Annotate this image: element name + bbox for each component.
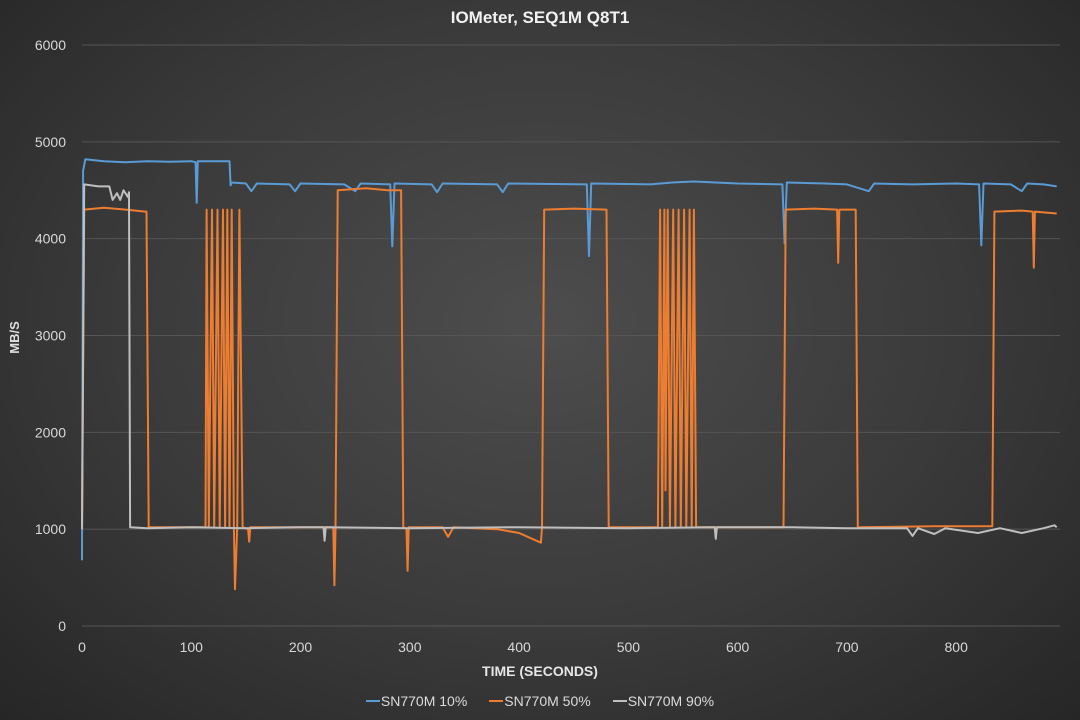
x-axis-label: TIME (SECONDS) <box>482 663 598 679</box>
y-tick-label: 4000 <box>35 231 66 247</box>
y-tick-label: 6000 <box>35 37 66 53</box>
y-tick-label: 5000 <box>35 134 66 150</box>
legend-item-50: SN770M 50% <box>489 693 591 709</box>
y-tick-label: 1000 <box>35 521 66 537</box>
x-tick-label: 600 <box>726 639 750 655</box>
legend-label: SN770M 50% <box>504 693 591 709</box>
legend-swatch <box>365 700 380 702</box>
series-line-0 <box>81 158 1057 561</box>
y-tick-label: 3000 <box>35 328 66 344</box>
x-tick-label: 100 <box>180 639 204 655</box>
legend-label: SN770M 90% <box>627 693 715 709</box>
series-line-2 <box>81 183 1058 542</box>
x-tick-label: 400 <box>507 639 531 655</box>
legend-item-10: SN770M 10% <box>365 693 468 709</box>
x-tick-label: 800 <box>945 639 969 655</box>
legend-swatch <box>489 700 504 702</box>
x-tick-label: 300 <box>398 639 422 655</box>
x-tick-label: 500 <box>617 639 641 655</box>
legend-label: SN770M 10% <box>380 693 468 709</box>
y-tick-label: 2000 <box>35 424 66 440</box>
x-tick-label: 700 <box>835 639 859 655</box>
legend: SN770M 10% SN770M 50% SN770M 90% <box>0 693 1080 709</box>
x-tick-label: 200 <box>289 639 313 655</box>
legend-item-90: SN770M 90% <box>612 693 715 709</box>
chart-title: IOMeter, SEQ1M Q8T1 <box>450 8 630 27</box>
x-tick-label: 0 <box>78 639 86 655</box>
legend-swatch <box>612 700 627 702</box>
y-tick-label: 0 <box>58 618 66 634</box>
